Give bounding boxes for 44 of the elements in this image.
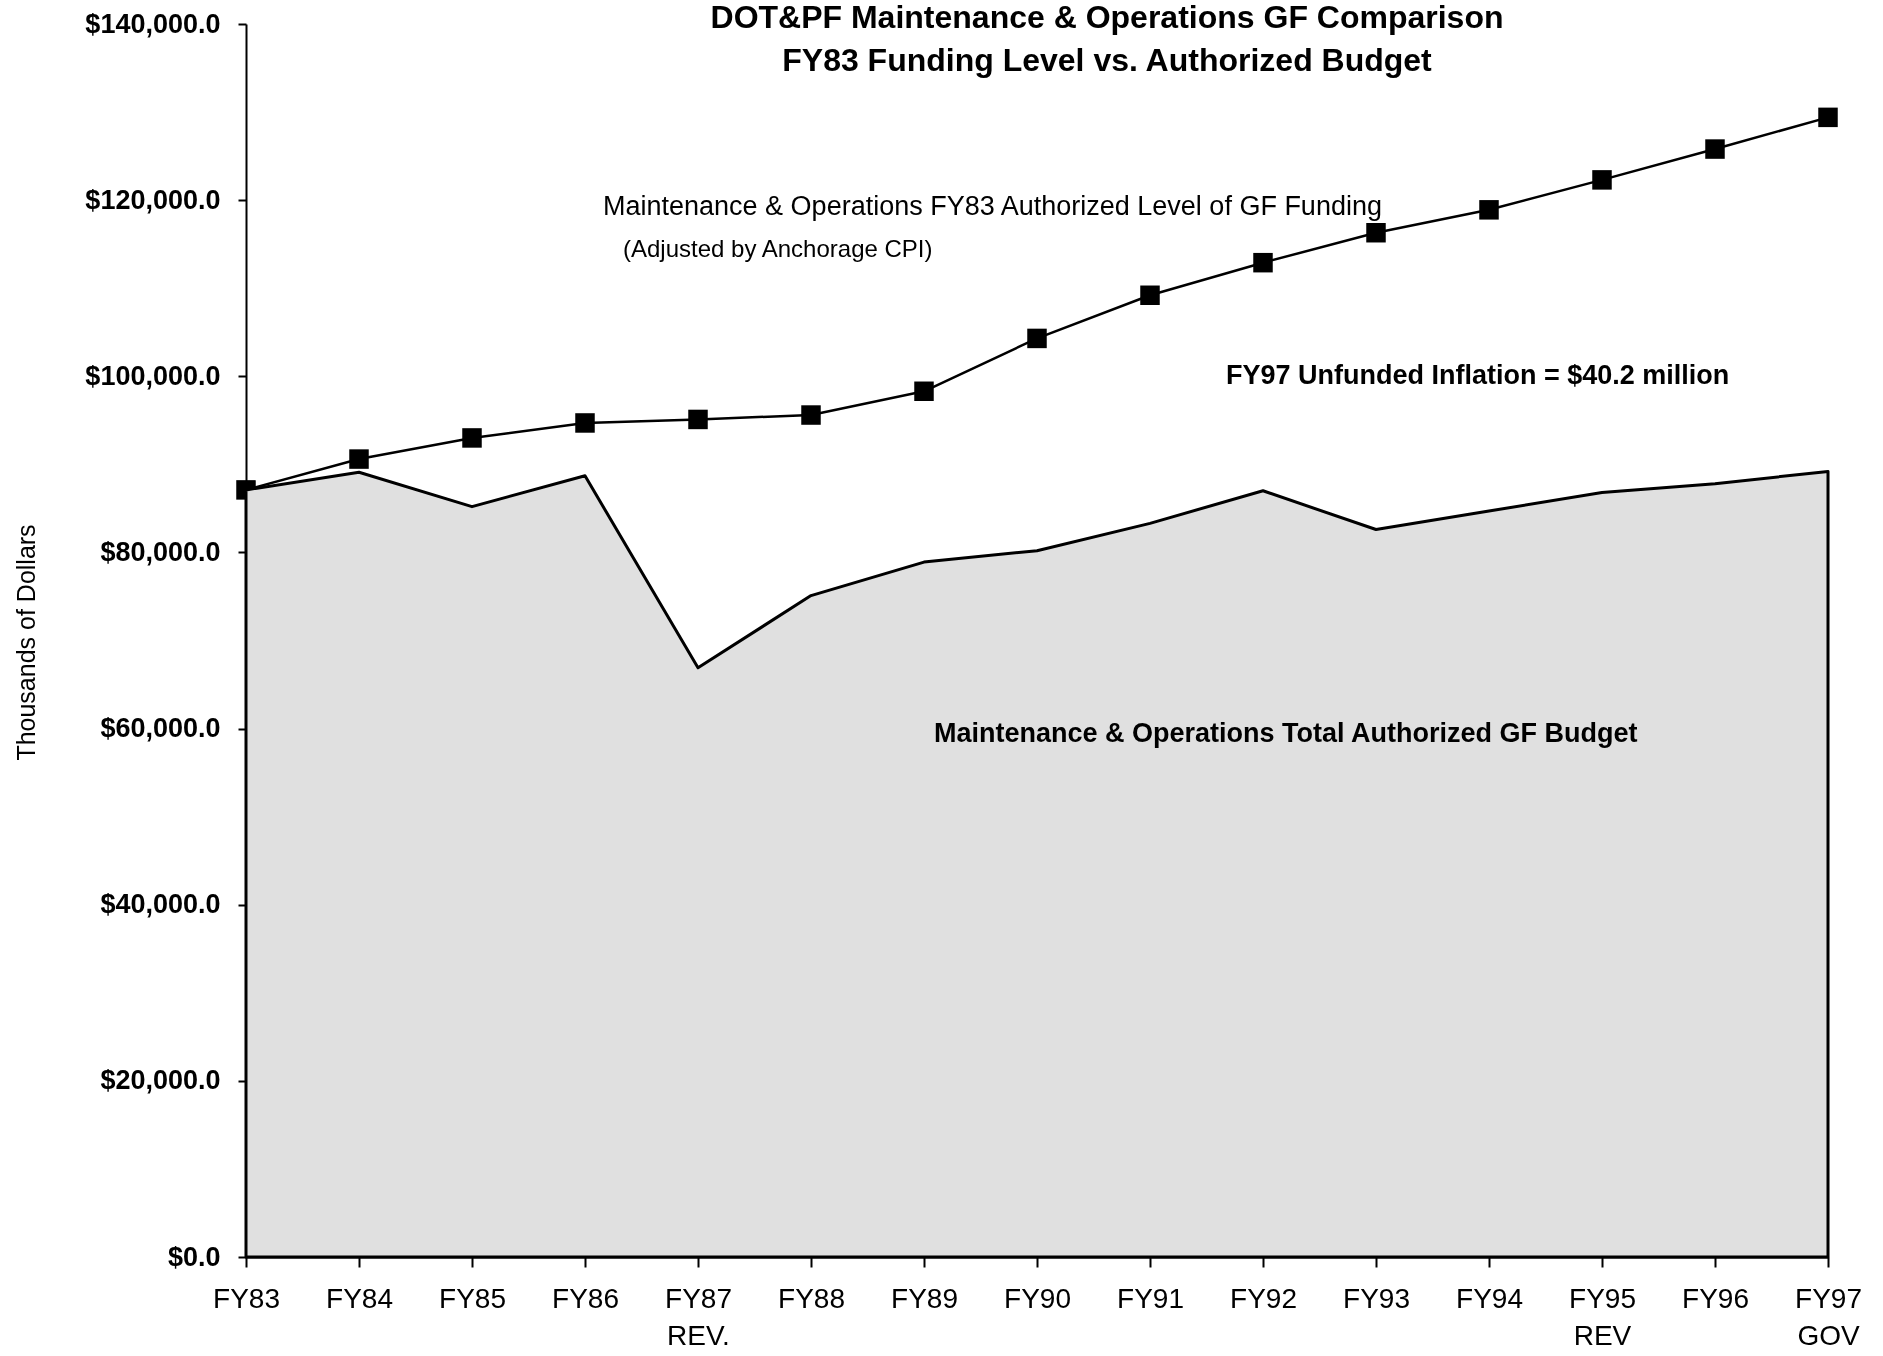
x-tick-label: FY96 <box>1682 1282 1749 1314</box>
point <box>1479 200 1499 220</box>
text: FY83 Funding Level vs. Authorized Budget <box>782 42 1433 78</box>
y-tick-label: $140,000.0 <box>85 8 221 39</box>
series-label: Maintenance & Operations FY83 Authorized Level of GF Funding <box>603 191 1382 221</box>
point <box>1140 285 1160 306</box>
x-tick-label: FY95 REV <box>1569 1282 1636 1351</box>
point <box>349 449 369 469</box>
y-tick-label: $80,000.0 <box>100 536 221 567</box>
point <box>1818 107 1838 128</box>
x-tick-label: FY84 <box>326 1282 393 1314</box>
x-tick-label: FY91 <box>1117 1282 1184 1314</box>
y-tick-label: $20,000.0 <box>100 1065 221 1096</box>
annotation: FY97 Unfunded Inflation = $40.2 million <box>1226 360 1730 390</box>
y-tick-label: $60,000.0 <box>100 713 221 744</box>
chart-title: DOT&PF Maintenance & Operations GF Comparison <box>710 0 1504 35</box>
x-tick-label: FY85 <box>439 1282 506 1314</box>
y-tick-label: $120,000.0 <box>85 184 221 215</box>
point <box>462 428 482 448</box>
x-tick-label: FY89 <box>891 1282 958 1314</box>
point <box>914 381 934 401</box>
x-tick-label: FY97 GOV <box>1795 1282 1862 1351</box>
x-tick-label: FY90 <box>1004 1282 1071 1314</box>
x-tick-label: FY88 <box>778 1282 845 1314</box>
annotation: (Adjusted by Anchorage CPI) <box>623 235 933 262</box>
point <box>1705 139 1725 159</box>
series-label: Maintenance & Operations Total Authorized GF Budget <box>934 718 1638 748</box>
x-tick-label: FY83 <box>213 1282 280 1314</box>
point <box>688 409 708 430</box>
x-tick-label: FY87 REV. <box>665 1282 732 1351</box>
point <box>575 413 595 433</box>
x-tick-label: FY94 <box>1456 1282 1523 1314</box>
x-tick-label: FY92 <box>1230 1282 1297 1314</box>
x-tick-label: FY93 <box>1343 1282 1410 1314</box>
point <box>1366 222 1386 243</box>
x-tick-label: FY86 <box>552 1282 619 1314</box>
y-tick-label: $40,000.0 <box>100 889 221 920</box>
point <box>801 405 821 425</box>
y-axis-title: Thousands of Dollars <box>11 524 40 761</box>
y-tick-label: $100,000.0 <box>85 360 221 391</box>
point <box>1253 252 1273 273</box>
point <box>1027 328 1047 349</box>
y-tick-label: $0.0 <box>167 1241 221 1272</box>
point <box>1592 170 1612 190</box>
